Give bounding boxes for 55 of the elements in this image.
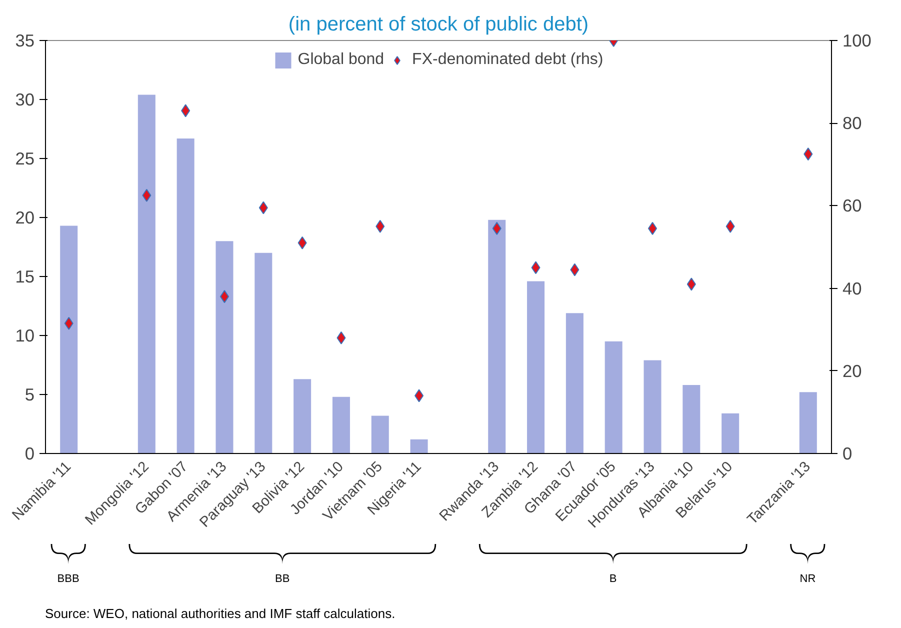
y2-tick-label: 20 xyxy=(842,360,862,381)
text: B xyxy=(609,573,617,585)
legend-label: FX-denominated debt (rhs) xyxy=(412,51,604,69)
point xyxy=(492,222,502,235)
bar xyxy=(722,413,740,454)
bar xyxy=(566,313,584,454)
y-tick-label: 0 xyxy=(24,444,35,464)
bar xyxy=(488,220,506,454)
point xyxy=(142,188,152,202)
bar xyxy=(216,241,234,454)
bar xyxy=(527,281,545,454)
y2-tick-label: 80 xyxy=(842,113,862,134)
y2-tick-label: 60 xyxy=(842,196,862,216)
point xyxy=(258,201,268,214)
y2-tick-label: 40 xyxy=(842,278,862,298)
point xyxy=(726,220,735,233)
point xyxy=(336,331,346,344)
y-tick-label: 5 xyxy=(24,384,35,404)
text: NR xyxy=(800,573,816,585)
y-tick-label: 15 xyxy=(15,266,35,286)
text: BB xyxy=(275,573,290,585)
point xyxy=(804,148,813,161)
bar xyxy=(176,138,194,454)
point xyxy=(220,290,229,304)
source-note: Source: WEO, national authorities and IMF staff calculations. xyxy=(45,606,396,621)
bar xyxy=(371,416,389,454)
text: BBB xyxy=(57,573,80,585)
y2-tick-label: 0 xyxy=(842,444,852,464)
point xyxy=(414,389,424,402)
bar xyxy=(644,360,662,454)
bar xyxy=(254,252,272,454)
bar xyxy=(294,379,312,454)
bar xyxy=(682,385,700,454)
legend-label: Global bond xyxy=(298,51,384,69)
bar xyxy=(604,341,622,454)
y-tick-label: 35 xyxy=(15,30,35,50)
bar xyxy=(60,226,78,454)
y2-tick-label: 100 xyxy=(842,30,872,50)
point xyxy=(531,261,540,274)
point xyxy=(181,104,190,118)
y-tick-label: 10 xyxy=(15,326,35,346)
point xyxy=(686,278,696,291)
y-tick-label: 20 xyxy=(15,208,35,228)
point xyxy=(570,263,580,276)
chart-title: (in percent of stock of public debt) xyxy=(288,14,589,36)
bar xyxy=(799,392,817,454)
point xyxy=(64,316,74,330)
point xyxy=(648,222,658,235)
y-tick-label: 30 xyxy=(15,90,35,110)
bar xyxy=(332,396,350,454)
bar xyxy=(138,94,156,454)
point xyxy=(376,220,385,233)
bar xyxy=(410,439,428,454)
point xyxy=(298,236,307,250)
y-tick-label: 25 xyxy=(15,148,35,168)
